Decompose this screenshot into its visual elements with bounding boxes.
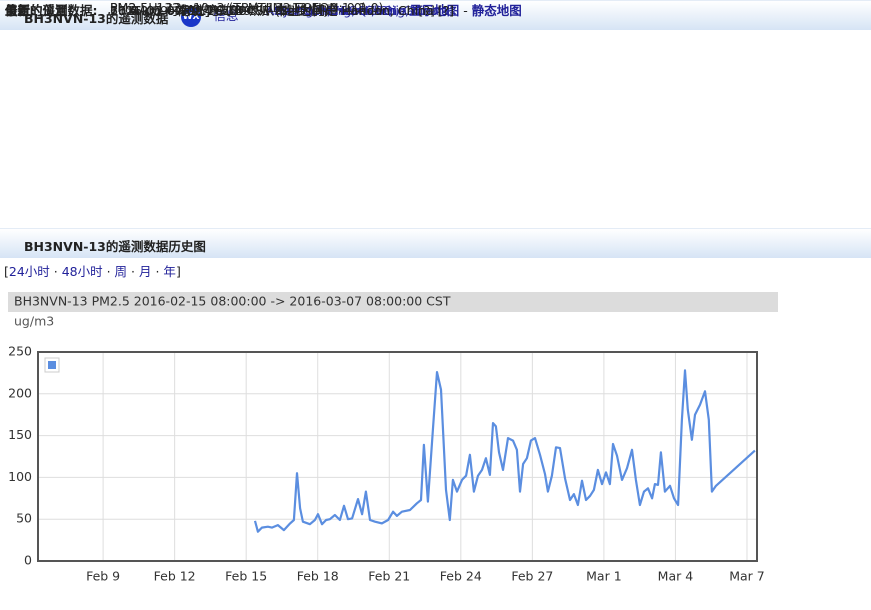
period-link[interactable]: 48小时 (61, 264, 103, 279)
separator: · (151, 264, 164, 279)
history-bar: BH3NVN-13的遥测数据历史图 (0, 228, 871, 258)
text: - (396, 3, 410, 18)
link[interactable]: Anyang, Henan Sheng, China (265, 3, 449, 18)
legend-swatch (48, 361, 56, 369)
x-tick-label: Mar 4 (658, 569, 694, 584)
x-tick-label: Feb 9 (86, 569, 120, 584)
text: 66.6 km 向北 方向 18° 从 (110, 3, 266, 18)
info-label: 位置: (5, 3, 35, 18)
separator: · (49, 264, 62, 279)
y-tick-label: 150 (8, 427, 32, 442)
period-link[interactable]: 年 (163, 264, 176, 279)
info-value: 2016-03-07 08:26:18 CST 本地时间是 Handan, Ch… (110, 0, 454, 19)
info-value: PM2.5: 132 ug/m3 (TLM: 132 EQN: 0,1,0) (110, 0, 367, 15)
y-tick-label: 50 (16, 511, 32, 526)
info-value: 2016-03-07 08:26:18 CST (2s 之前) (110, 0, 328, 19)
separator: · (127, 264, 139, 279)
bracket: [ (4, 264, 9, 279)
info-label: 最新的位置: (5, 3, 73, 18)
x-tick-label: Mar 7 (729, 569, 765, 584)
info-value: PM2.5H: 13 x10ug/m3 (TLM: 13 EQN: 0,1,0) (110, 0, 383, 15)
y-tick-label: 200 (8, 385, 32, 400)
link[interactable]: Handan, Hebei, China (278, 3, 415, 18)
history-title: BH3NVN-13的遥测数据历史图 (24, 239, 206, 254)
x-tick-label: Feb 21 (368, 569, 410, 584)
info-label: 最新的遥测数据: (5, 3, 98, 18)
y-tick-label: 0 (24, 553, 32, 568)
period-link[interactable]: 周 (114, 264, 128, 279)
text: 2016-03-07 08:26:18 CST 本地时间是 Handan, Ch… (110, 3, 454, 18)
period-link[interactable]: 月 (138, 264, 152, 279)
text: 11.4 km 向东北 方向 49° 从 (110, 3, 279, 18)
x-tick-label: Feb 27 (511, 569, 553, 584)
sep: - (201, 8, 214, 23)
link[interactable]: OM76GQ70QI (311, 3, 397, 18)
link[interactable]: 显示地图 (409, 3, 460, 18)
x-tick-label: Feb 24 (440, 569, 482, 584)
link[interactable]: Shahecheng, Hebei, China (273, 3, 439, 18)
y-tick-label: 250 (8, 344, 32, 359)
info-value: 11.4 km 向东北 方向 49° 从 Handan, Hebei, Chin… (110, 0, 435, 19)
plot-frame (37, 351, 758, 562)
bracket: ] (175, 264, 181, 279)
info-value: 36°40.09' N 114°33.84' E - 定位 OM76GQ70QI… (110, 0, 522, 19)
info-value: 30.5 km 向南 方向 170° 从 Shahecheng, Hebei, … (110, 0, 439, 19)
text: PM2.5H: 13 x10ug/m3 (TLM: 13 EQN: 0,1,0) (110, 0, 384, 15)
chart-title: BH3NVN-13 PM2.5 2016-02-15 08:00:00 -> 2… (14, 294, 451, 309)
text: 2016-03-07 08:26:18 CST (8s 之前) (110, 3, 329, 18)
title-bar (8, 292, 778, 312)
text: PM2.5: 132 ug/m3 (TLM: 132 EQN: 0,1,0) (110, 0, 367, 15)
period-link[interactable]: 24小时 (8, 264, 50, 279)
text: 2016-03-07 08:26:18 CST 本地时间是 Handan, Ch… (110, 3, 454, 18)
info-label: 值: (5, 3, 23, 18)
text: [?] (414, 3, 435, 18)
text: 36°40.09' N 114°33.84' E - 定位 (110, 3, 312, 18)
info-link[interactable]: 信息 (213, 8, 239, 23)
link[interactable]: 静态地图 (471, 3, 522, 18)
x-tick-label: Feb 15 (225, 569, 267, 584)
separator: · (102, 264, 115, 279)
x-tick-label: Feb 18 (297, 569, 339, 584)
text: 2016-03-07 08:26:18 CST (2s 之前) (110, 3, 329, 18)
header-links: WX - 信息 (181, 5, 238, 27)
x-tick-label: Feb 12 (154, 569, 196, 584)
x-tick-label: Mar 1 (586, 569, 622, 584)
y-axis-label: ug/m3 (14, 314, 54, 329)
y-tick-label: 100 (8, 469, 32, 484)
text: - (459, 3, 472, 18)
info-value: 2016-03-07 08:26:18 CST 本地时间是 Handan, Ch… (110, 0, 454, 19)
header-title: BH3NVN-13的遥测数据 (24, 11, 169, 26)
badge[interactable]: WX (181, 6, 201, 27)
info-value: 2016-03-07 08:26:18 CST (8s 之前) (110, 0, 328, 19)
line (253, 369, 756, 533)
text: 30.5 km 向南 方向 170° 从 (110, 3, 274, 18)
info-value: 66.6 km 向北 方向 18° 从 Anyang, Henan Sheng,… (110, 0, 449, 19)
header-bar: BH3NVN-13的遥测数据 WX - 信息 (0, 0, 871, 30)
period-nav: [24小时 · 48小时 · 周 · 月 · 年] (4, 263, 181, 281)
